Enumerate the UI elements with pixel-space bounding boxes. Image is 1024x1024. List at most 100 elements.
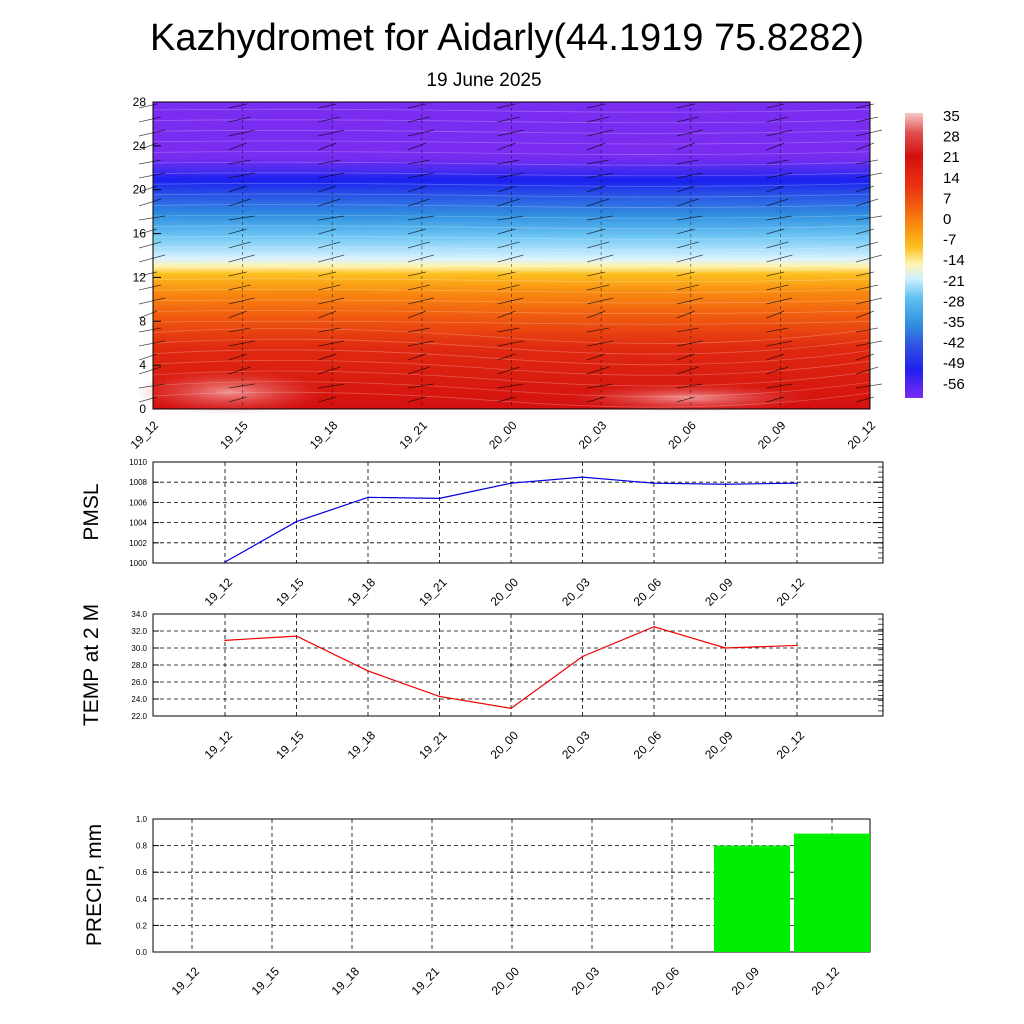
wind-barb — [676, 116, 699, 123]
data-point — [367, 496, 369, 499]
wind-barb — [587, 228, 606, 235]
contour-line — [152, 172, 871, 177]
wind-barb — [407, 159, 430, 165]
y-tick-label: 1002 — [129, 539, 147, 548]
wind-barb — [407, 172, 434, 179]
y-tick-label: 28.0 — [131, 661, 147, 670]
wind-barb — [766, 129, 793, 137]
x-tick-label: 19_21 — [409, 964, 443, 998]
wind-barb — [497, 103, 516, 109]
wind-barb — [855, 228, 875, 235]
x-tick-label: 20_03 — [576, 418, 610, 452]
wind-barb — [228, 228, 247, 235]
y-tick-label: 0.6 — [136, 868, 148, 877]
wind-barb — [407, 241, 430, 249]
wind-barb — [497, 271, 516, 277]
contour-line — [152, 193, 871, 198]
wind-barb — [228, 396, 247, 403]
wind-barb — [228, 159, 251, 165]
wind-barb — [587, 383, 614, 389]
wind-barb — [587, 396, 606, 403]
wind-barb — [676, 129, 703, 137]
colorbar-label: 14 — [943, 170, 960, 187]
wind-barb — [766, 310, 785, 319]
wind-barb — [138, 271, 158, 277]
x-tick-label: 19_18 — [345, 728, 379, 762]
wind-barb — [676, 327, 699, 333]
wind-barb — [228, 129, 255, 137]
wind-barb — [407, 366, 430, 375]
wind-barb — [228, 383, 255, 389]
wind-barb — [587, 116, 610, 123]
wind-barb — [587, 103, 606, 109]
wind-barb — [676, 103, 695, 109]
data-point — [653, 625, 655, 628]
wind-barb — [676, 254, 703, 263]
wind-barb — [318, 116, 341, 123]
wind-barb — [318, 366, 341, 375]
wind-barb — [676, 198, 699, 207]
contour-line — [152, 225, 871, 230]
y-tick-label: 16 — [133, 227, 147, 241]
x-tick-label: 20_12 — [774, 728, 808, 762]
wind-barb — [228, 198, 251, 207]
wind-barb — [766, 241, 789, 249]
wind-barb — [318, 297, 345, 305]
colorbar — [905, 113, 923, 398]
wind-barb — [497, 159, 520, 165]
colorbar-label: -14 — [943, 252, 965, 269]
x-tick-label: 20_12 — [845, 418, 879, 452]
contour-line — [152, 257, 871, 261]
data-point — [581, 476, 584, 478]
colorbar-label: 7 — [943, 190, 951, 207]
wind-barb — [587, 284, 610, 291]
contour-line — [152, 108, 871, 113]
x-tick-label: 20_03 — [569, 964, 603, 998]
x-tick-label: 20_12 — [809, 964, 843, 998]
contour-line — [152, 236, 871, 240]
wind-barb — [855, 185, 875, 193]
contour-line — [152, 360, 871, 376]
wind-barb — [228, 116, 251, 123]
x-tick-label: 20_12 — [774, 575, 808, 609]
wind-barb — [587, 340, 614, 347]
wind-barb — [766, 353, 785, 361]
wind-barb — [855, 159, 879, 165]
wind-barb — [497, 327, 520, 333]
temp-2m-panel: 22.0 24.0 26.0 28.0 30.0 32.0 34.0 19_12 19_15 19… — [80, 604, 884, 762]
precip-panel: 0.0 0.2 0.4 0.6 0.8 1.0 19_12 19_15 19_18 19_21 20… — [83, 815, 871, 998]
wind-barb — [676, 228, 695, 235]
data-point — [581, 655, 584, 658]
data-point — [724, 647, 727, 649]
wind-barb — [318, 241, 341, 249]
wind-barb — [318, 159, 341, 165]
wind-barb — [228, 103, 247, 109]
wind-barb — [318, 129, 345, 137]
wind-barb — [497, 353, 516, 361]
wind-barb — [407, 142, 427, 151]
contour-line — [152, 119, 871, 124]
contour-line — [152, 381, 871, 397]
data-point — [295, 635, 298, 637]
wind-barb — [138, 241, 162, 249]
wind-barb — [407, 228, 426, 235]
wind-barb — [676, 396, 695, 403]
wind-barb — [407, 297, 434, 305]
wind-barb — [676, 172, 703, 179]
contour-line — [152, 267, 871, 272]
x-tick-label: 20_09 — [729, 964, 763, 998]
contour-line — [152, 183, 871, 187]
wind-barb — [407, 198, 430, 207]
wind-barb — [228, 327, 251, 333]
wind-barb — [138, 340, 166, 347]
wind-barb — [855, 254, 883, 263]
wind-barb — [228, 142, 247, 151]
wind-barb — [855, 396, 875, 403]
wind-barb — [228, 271, 247, 277]
wind-barb — [138, 142, 158, 151]
y-tick-label: 24 — [133, 139, 147, 153]
x-tick-label: 19_21 — [416, 728, 450, 762]
x-tick-label: 20_00 — [488, 728, 522, 762]
wind-barb — [587, 327, 610, 333]
wind-barb — [766, 254, 793, 263]
